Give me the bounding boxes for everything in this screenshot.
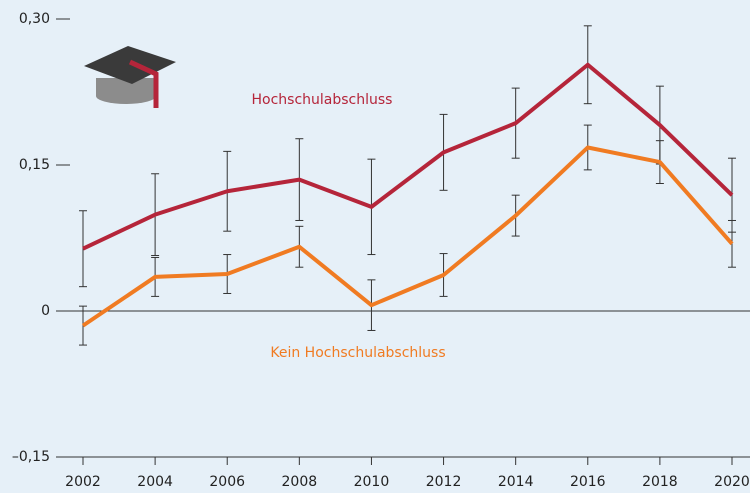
x-tick-label: 2016 [570, 474, 606, 490]
x-tick-label: 2012 [426, 474, 462, 490]
y-tick-label: 0,30 [19, 11, 50, 27]
x-tick-label: 2010 [354, 474, 390, 490]
x-tick-label: 2020 [714, 474, 750, 490]
x-tick-label: 2004 [137, 474, 173, 490]
data-line [81, 145, 734, 328]
y-tick-label: 0 [41, 303, 50, 319]
x-tick-label: 2018 [642, 474, 678, 490]
data-line [82, 62, 734, 251]
x-tick-label: 2014 [498, 474, 534, 490]
x-tick-label: 2006 [209, 474, 245, 490]
x-tick-label: 2002 [65, 474, 101, 490]
graduation-cap-icon [84, 46, 176, 108]
series-label: Hochschulabschluss [252, 92, 393, 108]
y-tick-label: 0,15 [19, 157, 50, 173]
x-tick-label: 2008 [282, 474, 318, 490]
y-tick-label: –0,15 [12, 449, 50, 465]
series-label: Kein Hochschulabschluss [270, 345, 445, 361]
